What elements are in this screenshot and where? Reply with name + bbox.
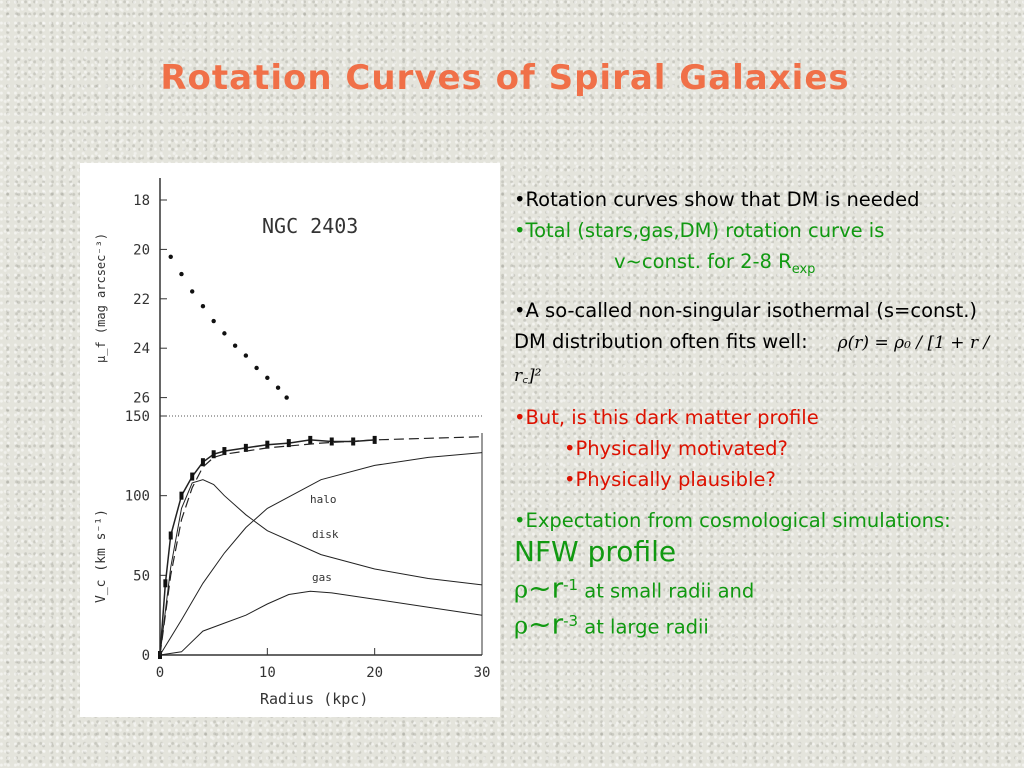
x-tick-label: 10 — [259, 665, 276, 681]
nfw-profile-text: NFW profile — [514, 534, 677, 568]
total-model-curve — [159, 436, 483, 656]
surface-brightness-point — [168, 254, 173, 260]
bullet-total-curve: •Total (stars,gas,DM) rotation curve is — [514, 219, 885, 242]
surface-brightness-point — [232, 343, 238, 348]
surface-brightness-point — [243, 353, 249, 358]
large-radii-exponent: -3 — [563, 612, 579, 631]
observed-rotation-curve — [159, 439, 375, 656]
surface-brightness-point — [200, 304, 206, 309]
x-axis-label: Radius (kpc) — [260, 690, 368, 708]
expectation-text: •Expectation from cosmological simulatio… — [514, 508, 951, 532]
surface-brightness-point — [254, 365, 259, 371]
isothermal-formula: ρ(r) = ρ₀ / [1 + r / r꜀]² — [514, 332, 990, 386]
r-power-large: ~r — [528, 607, 564, 641]
isothermal-text: •A so-called non-singular isothermal (s=… — [514, 298, 978, 353]
galaxy-label: NGC 2403 — [262, 214, 358, 238]
rotation-data-point — [211, 450, 216, 459]
rotation-data-point — [265, 440, 270, 449]
disk-curve — [159, 479, 483, 656]
top-y-tick-label: 20 — [133, 242, 150, 258]
bullet-dm-needed: •Rotation curves show that DM is needed — [514, 188, 920, 211]
large-radii-text: at large radii — [584, 615, 709, 639]
bullet-physically-motivated: •Physically motivated? — [564, 436, 788, 460]
x-tick-label: 0 — [156, 665, 164, 681]
surface-brightness-points — [168, 254, 289, 400]
bottom-y-tick-label: 150 — [125, 409, 150, 425]
top-y-axis-label: μ_f (mag arcsec⁻³) — [94, 233, 108, 363]
slide-title: Rotation Curves of Spiral Galaxies — [160, 58, 850, 98]
x-tick-label: 20 — [366, 665, 383, 681]
bullet-physically-plausible: •Physically plausible? — [564, 467, 776, 491]
rotation-data-point — [329, 437, 334, 446]
rotation-data-point — [372, 435, 377, 444]
surface-brightness-point — [265, 375, 270, 381]
rotation-data-point — [190, 472, 195, 481]
rotation-data-point — [179, 491, 184, 500]
r-power-small: ~r — [528, 571, 564, 605]
top-y-tick-label: 26 — [133, 391, 150, 407]
bottom-y-tick-label: 50 — [133, 568, 150, 584]
bullet-expectation: •Expectation from cosmological simulatio… — [514, 505, 1014, 570]
bullet-isothermal: •A so-called non-singular isothermal (s=… — [514, 295, 1014, 392]
bottom-y-axis-label: V_c (km s⁻¹) — [94, 509, 109, 603]
bullet-list: •Rotation curves show that DM is needed … — [514, 184, 1014, 643]
gas-curve — [159, 590, 483, 656]
surface-brightness-point — [222, 331, 227, 336]
surface-brightness-point — [284, 395, 289, 400]
rotation-data-point — [200, 458, 205, 467]
rotation-data-point — [163, 579, 168, 588]
surface-brightness-point — [211, 318, 216, 324]
surface-brightness-point — [190, 289, 195, 294]
gas-curve-label: gas — [312, 571, 332, 584]
bullet-small-radii: ρ~r-1 at small radii and — [514, 570, 1014, 607]
small-radii-exponent: -1 — [563, 575, 579, 594]
bullet-large-radii: ρ~r-3 at large radii — [514, 606, 1014, 643]
rho-symbol: ρ — [514, 575, 529, 604]
top-y-tick-label: 18 — [133, 193, 150, 209]
disk-curve-label: disk — [312, 528, 339, 541]
rotation-data-point — [222, 447, 227, 456]
rotation-data-point — [308, 435, 313, 444]
top-y-tick-label: 22 — [133, 292, 150, 308]
halo-curve-label: halo — [310, 493, 337, 506]
rotation-curves — [158, 435, 483, 659]
small-radii-text: at small radii and — [584, 579, 755, 603]
total-curve-text: v~const. for 2-8 R — [614, 250, 792, 273]
halo-curve — [159, 452, 483, 656]
bullet-profile-question: •But, is this dark matter profile — [514, 405, 819, 429]
bottom-y-tick-label: 100 — [125, 489, 150, 505]
top-y-tick-label: 24 — [133, 341, 150, 357]
bullet-total-curve-cont: v~const. for 2-8 Rexp — [514, 246, 1014, 285]
rho-symbol: ρ — [514, 611, 529, 640]
axis-ticks: 18 20 22 24 26 0 50 100 150 0 10 20 30 — [125, 193, 491, 681]
bottom-y-tick-label: 0 — [142, 648, 150, 664]
surface-brightness-point — [179, 271, 184, 277]
rotation-curve-plot: NGC 2403 Radius (kpc) μ_f (mag arcsec⁻³)… — [94, 178, 491, 708]
rotation-curve-figure: NGC 2403 Radius (kpc) μ_f (mag arcsec⁻³)… — [80, 163, 500, 717]
rotation-data-point — [286, 439, 291, 448]
surface-brightness-point — [275, 385, 281, 390]
exp-subscript: exp — [791, 261, 816, 277]
rotation-data-point — [243, 443, 248, 452]
rotation-data-point — [168, 531, 173, 540]
x-tick-label: 30 — [474, 665, 491, 681]
